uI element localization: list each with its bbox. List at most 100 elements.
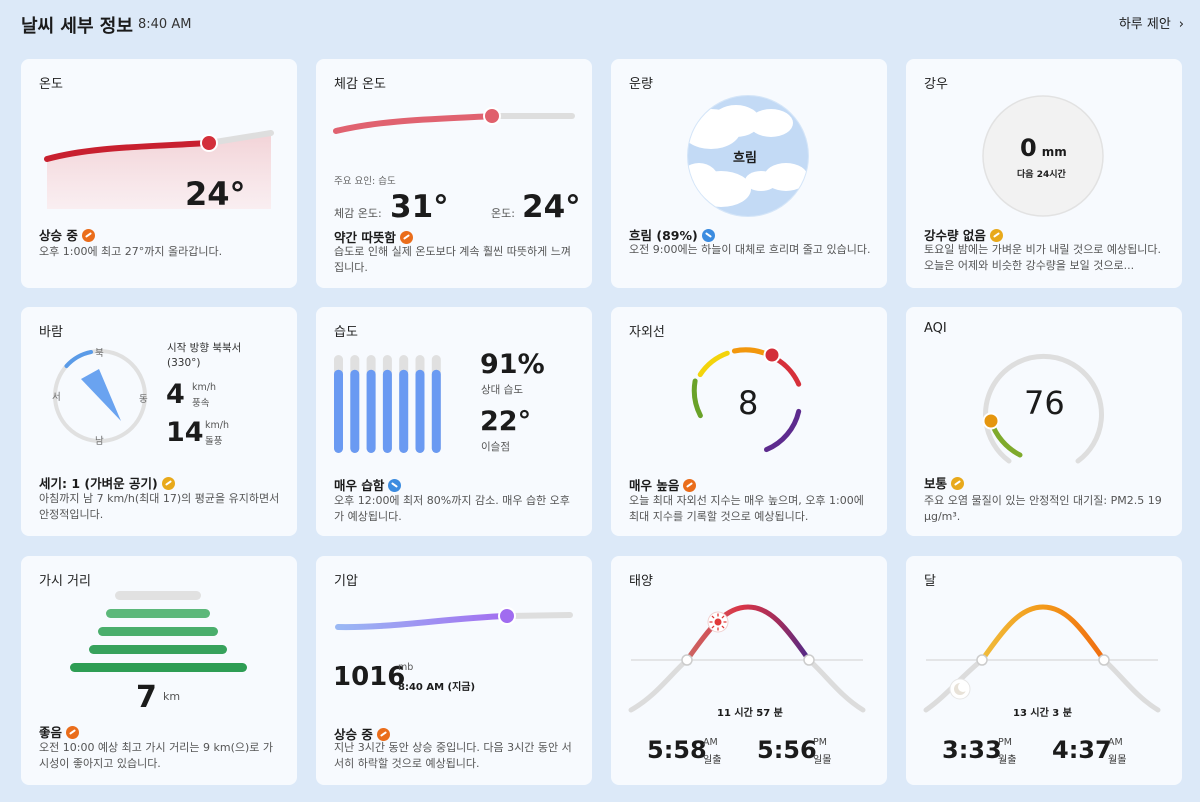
moon-path-graph xyxy=(923,604,1161,713)
sunrise-time: 5:58 xyxy=(647,736,707,764)
visibility-unit: km xyxy=(163,690,181,703)
visibility-graphic xyxy=(70,591,247,672)
sunrise-label: 일출 xyxy=(703,755,722,766)
card-title: 바람 xyxy=(39,325,63,340)
aqi-dial xyxy=(982,353,1104,464)
humidity-bar-fill xyxy=(431,369,441,453)
sunset-ampm: PM xyxy=(813,737,827,748)
card-title: 체감 온도 xyxy=(334,77,386,92)
compass-west: 서 xyxy=(52,392,61,403)
wind-direction-arrow xyxy=(81,369,121,421)
aqi-card[interactable]: AQI 76 보통 주요 오염 물질이 있는 안정적인 대기질: PM2.5 1… xyxy=(906,307,1182,536)
sunrise-ampm: AM xyxy=(703,737,718,748)
humidity-bar-fill xyxy=(366,369,376,453)
dew-point-label: 이슬점 xyxy=(481,441,510,453)
status-row: 상승 중 xyxy=(39,225,95,244)
humidity-card[interactable]: 습도 91% 상대 습도 22° 이슬점 매우 습함 오후 12:00에 최저 … xyxy=(316,307,592,536)
cloud-center-label: 흐림 xyxy=(733,151,757,166)
status-text: 매우 습함 xyxy=(334,478,385,493)
pressure-time: 8:40 AM (지금) xyxy=(398,682,476,693)
uv-dial xyxy=(691,346,802,453)
sun-icon xyxy=(707,611,729,633)
card-title: 습도 xyxy=(334,325,358,340)
status-row: 매우 높음 xyxy=(629,475,697,494)
daily-forecast-label: 하루 제안 xyxy=(1118,17,1171,32)
trend-steady-icon xyxy=(161,477,175,490)
card-title: 운량 xyxy=(629,77,653,92)
feels-like-card[interactable]: 체감 온도 주요 요인: 습도 체감 온도: 31° 온도: 24° 약간 따뜻… xyxy=(316,59,592,288)
trend-steady-icon xyxy=(951,477,965,490)
pressure-value: 1016 xyxy=(333,662,406,692)
status-row: 약간 따뜻함 xyxy=(334,227,413,246)
feels-like-trend-graph xyxy=(333,107,575,134)
trend-up-icon xyxy=(376,728,390,741)
trend-up-icon xyxy=(683,479,697,492)
rain-period: 다음 24시간 xyxy=(1017,170,1066,180)
cloud-cover-card[interactable]: 운량 흐림 흐림 (89%) 오전 9:00에는 하늘이 대체로 흐리며 줄고 … xyxy=(611,59,887,288)
rain-unit: mm xyxy=(1041,145,1067,159)
moonrise-time: 3:33 xyxy=(942,736,1002,764)
moon-card[interactable]: 달 13 시간 3 분 3:33 PM 월출 4:37 AM 월몰 xyxy=(906,556,1182,785)
pressure-trend-graph xyxy=(335,607,573,631)
card-title: 가시 거리 xyxy=(39,574,91,589)
pressure-card[interactable]: 기압 1016 mb 8:40 AM (지금) 상승 중 지난 3시간 동안 상… xyxy=(316,556,592,785)
wind-speed: 4 xyxy=(166,379,185,410)
status-text: 약간 따뜻함 xyxy=(334,230,396,245)
aqi-value: 76 xyxy=(1024,384,1065,422)
trend-up-icon xyxy=(399,231,413,244)
precipitation-card[interactable]: 강우 0 mm 다음 24시간 강수량 없음 토요일 밤에는 가벼운 비가 내릴… xyxy=(906,59,1182,288)
chevron-right-icon: › xyxy=(1178,17,1184,32)
compass-south: 남 xyxy=(95,436,104,447)
wind-speed-unit: km/h xyxy=(192,382,216,393)
wind-gust: 14 xyxy=(166,417,204,448)
sun-path-graph xyxy=(628,604,866,713)
moonset-ampm: AM xyxy=(1108,737,1123,748)
humidity-bar-fill xyxy=(415,369,425,453)
pressure-unit: mb xyxy=(398,662,414,673)
actual-temp-label: 온도: xyxy=(491,207,515,220)
card-title: 달 xyxy=(924,574,936,589)
status-text: 상승 중 xyxy=(39,228,78,243)
rain-amount-row: 0 mm xyxy=(1020,134,1067,162)
wind-gust-unit: km/h xyxy=(205,420,229,431)
visibility-card[interactable]: 가시 거리 7 km 좋음 오전 10:00 예상 최고 가시 거리는 9 km… xyxy=(21,556,297,785)
status-row: 흐림 (89%) xyxy=(629,225,715,244)
sun-card[interactable]: 태양 11 시간 57 분 5:58 AM xyxy=(611,556,887,785)
humidity-bar-fill xyxy=(382,369,392,453)
status-text: 강수량 없음 xyxy=(924,228,986,243)
status-row: 강수량 없음 xyxy=(924,225,1003,244)
humidity-bar-fill xyxy=(399,369,409,453)
visibility-value: 7 xyxy=(136,680,157,715)
uv-index-card[interactable]: 자외선 8 매우 높음 오늘 최대 자외선 지수는 매우 높으며, 오후 1:0… xyxy=(611,307,887,536)
description: 오전 10:00 예상 최고 가시 거리는 9 km(으)로 가시성이 좋아지고… xyxy=(39,741,274,770)
card-title: AQI xyxy=(924,321,947,336)
card-title: 기압 xyxy=(334,574,358,589)
rain-amount: 0 xyxy=(1020,134,1037,162)
compass-north: 북 xyxy=(95,348,104,359)
dew-point-value: 22° xyxy=(480,406,532,437)
description: 습도로 인해 실제 온도보다 계속 훨씬 따뜻하게 느껴집니다. xyxy=(334,245,571,274)
daylight-duration: 11 시간 57 분 xyxy=(717,708,783,719)
sunset-label: 일몰 xyxy=(813,755,832,766)
temperature-card[interactable]: 온도 24° 상승 중 오후 1:00에 최고 27°까지 올라갑니다. xyxy=(21,59,297,288)
wind-card[interactable]: 바람 북 남 서 동 시작 방향 북북서 (330°) 4 km/h 풍속 14… xyxy=(21,307,297,536)
actual-temp-value: 24° xyxy=(522,189,581,225)
uv-value: 8 xyxy=(738,384,759,422)
status-text: 상승 중 xyxy=(334,727,373,742)
moonrise-label: 월출 xyxy=(998,755,1017,766)
card-title: 태양 xyxy=(629,574,653,589)
status-text: 흐림 (89%) xyxy=(629,228,698,243)
current-temp-marker xyxy=(200,134,218,152)
daily-forecast-link[interactable]: 하루 제안 › xyxy=(1119,13,1184,32)
sunset-time: 5:56 xyxy=(757,736,817,764)
card-title: 온도 xyxy=(39,77,63,92)
current-feels-marker xyxy=(483,107,501,125)
moon-icon xyxy=(949,678,971,700)
uv-marker xyxy=(763,346,781,364)
trend-up-icon xyxy=(81,229,95,242)
humidity-value: 91% xyxy=(480,349,545,380)
cloud-cover-graphic xyxy=(687,95,809,217)
wind-speed-label: 풍속 xyxy=(192,398,210,409)
compass-east: 동 xyxy=(139,394,148,405)
current-time: 8:40 AM xyxy=(138,17,192,32)
